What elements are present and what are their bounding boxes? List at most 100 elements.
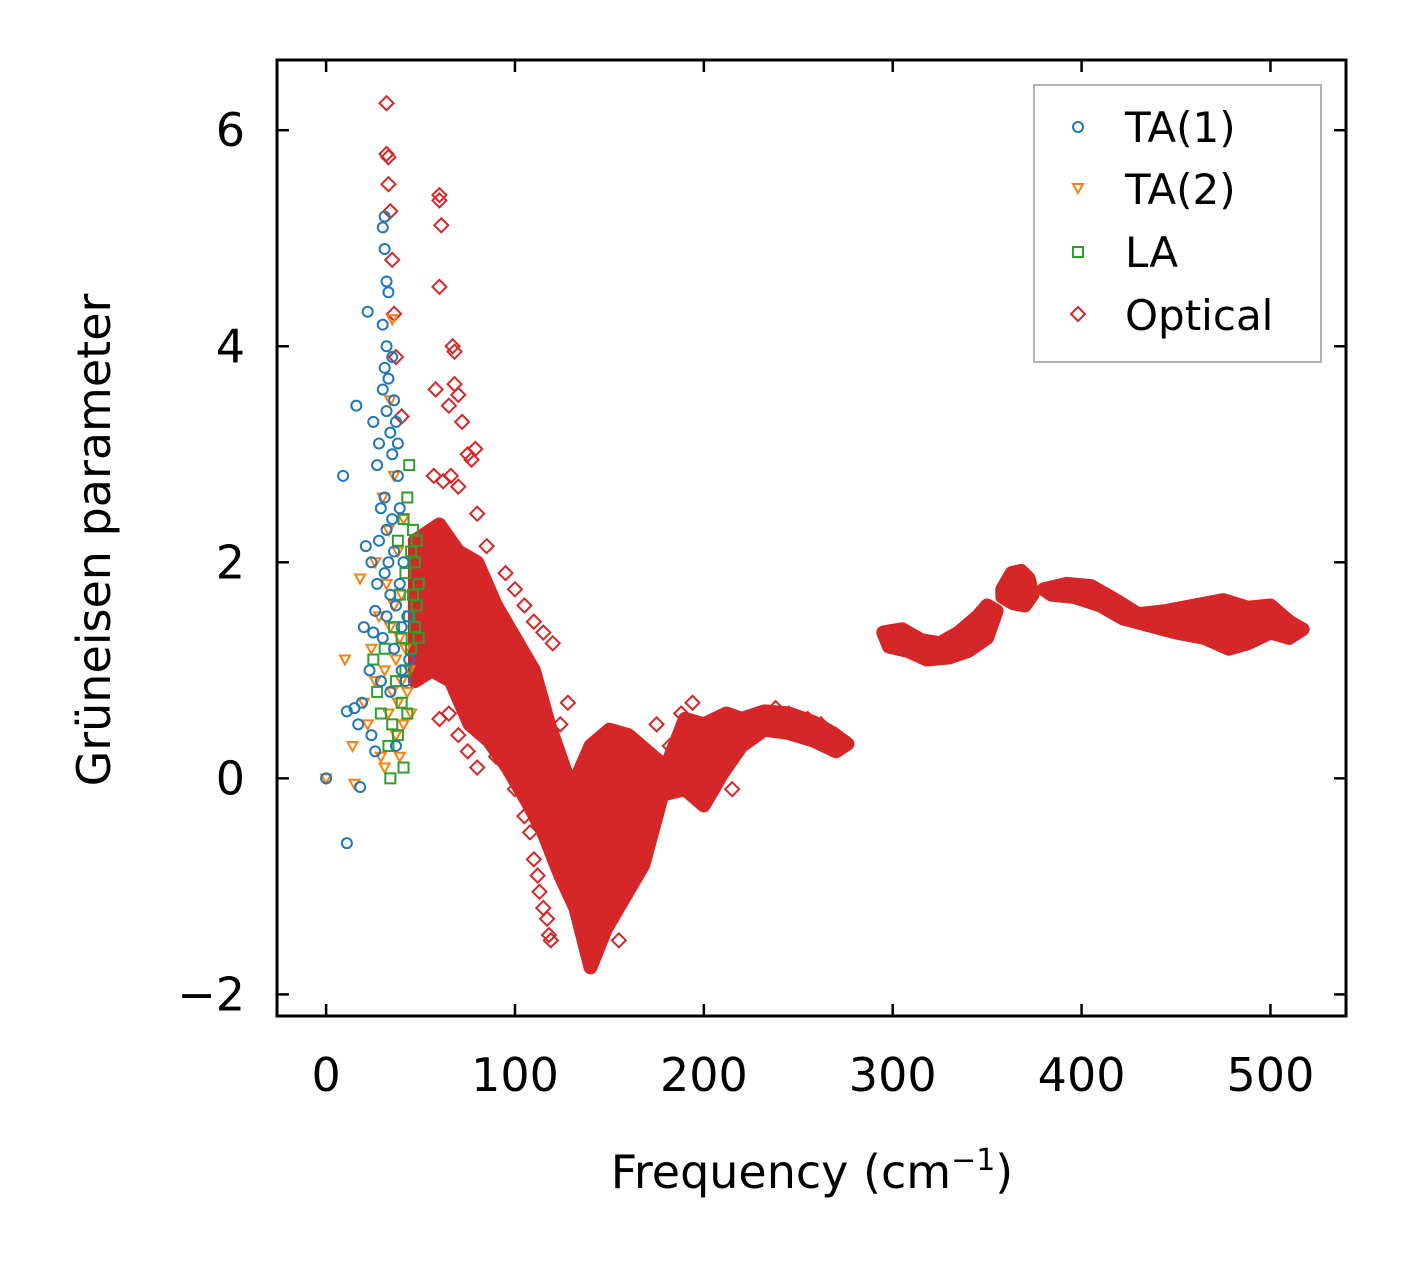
point-optical [684, 694, 701, 712]
point-optical [459, 742, 477, 760]
point-optical [425, 467, 443, 485]
point-optical [487, 748, 505, 766]
point-optical [525, 613, 543, 631]
point-la [397, 513, 410, 526]
point-ta1 [357, 621, 370, 634]
y-axis-label: Grüneisen parameter [67, 293, 121, 786]
point-optical [582, 845, 599, 863]
point-ta2 [393, 751, 407, 764]
point-optical [559, 694, 577, 712]
point-ta1 [352, 718, 365, 731]
point-optical [380, 175, 397, 193]
point-ta2 [345, 740, 360, 754]
point-optical [780, 705, 798, 722]
legend-marker-ta1 [1072, 121, 1084, 133]
point-optical [695, 748, 713, 766]
point-ta1 [376, 221, 389, 234]
point-optical [531, 883, 548, 901]
point-optical [440, 705, 458, 722]
legend-marker-ta2 [1071, 183, 1085, 196]
point-optical [619, 813, 637, 830]
point-ta1 [365, 729, 378, 742]
point-ta1 [369, 604, 382, 617]
point-optical [440, 397, 458, 415]
point-ta1 [378, 243, 391, 256]
point-optical [672, 705, 690, 722]
point-ta1 [363, 664, 376, 677]
legend: TA(1) TA(2) LA Optical [1033, 84, 1322, 363]
point-ta1 [388, 545, 401, 558]
point-la [374, 707, 387, 720]
point-ta1 [380, 275, 393, 288]
point-optical [378, 94, 395, 112]
point-ta2 [385, 314, 399, 327]
axis-ticks: 0 100 200 300 400 500 −2 0 2 4 6 [177, 60, 1346, 1102]
point-optical [799, 710, 817, 728]
point-la [371, 685, 384, 698]
point-ta1 [374, 675, 387, 688]
point-optical [449, 386, 467, 404]
legend-marker-la [1072, 246, 1084, 258]
point-ta1 [376, 383, 389, 396]
point-ta1 [374, 502, 387, 515]
point-ta1 [359, 540, 372, 553]
point-optical [736, 732, 754, 749]
optical-dense-band [1036, 576, 1310, 656]
x-tick-label: 500 [1227, 1048, 1315, 1102]
point-optical [453, 413, 471, 431]
point-ta1 [361, 305, 374, 318]
optical-dense-band [876, 598, 1004, 667]
point-ta1 [393, 577, 406, 590]
point-optical [431, 278, 448, 296]
point-optical [544, 634, 562, 652]
point-optical [431, 186, 448, 204]
y-tick-label: 4 [216, 319, 245, 373]
point-optical [600, 899, 618, 917]
point-ta1 [369, 745, 382, 758]
point-ta2 [389, 654, 403, 667]
point-ta1 [391, 437, 404, 450]
point-ta1 [386, 513, 399, 526]
point-la [401, 707, 414, 720]
point-ta1 [395, 664, 408, 677]
point-optical [714, 764, 732, 782]
point-ta1 [372, 534, 385, 547]
point-ta1 [382, 286, 395, 299]
point-la [382, 739, 395, 752]
point-ta1 [378, 491, 391, 504]
point-optical [661, 737, 679, 755]
point-ta1 [389, 739, 402, 752]
point-ta1 [380, 610, 393, 623]
point-ta2 [364, 643, 379, 656]
point-ta2 [383, 622, 398, 635]
point-la [399, 567, 412, 580]
point-optical [497, 564, 514, 582]
point-ta1 [378, 210, 391, 223]
point-optical [449, 726, 467, 744]
point-ta1 [403, 653, 416, 666]
legend-label-optical: Optical [1125, 291, 1273, 340]
point-ta1 [367, 626, 380, 639]
point-ta1 [371, 577, 384, 590]
point-la [367, 653, 380, 666]
point-ta1 [393, 502, 406, 515]
point-ta1 [340, 837, 353, 850]
x-axis-label: Frequency (cm−1) [611, 1143, 1014, 1199]
point-la [410, 599, 423, 612]
x-tick-label: 300 [849, 1048, 937, 1102]
point-ta1 [380, 405, 393, 418]
point-ta2 [377, 762, 392, 775]
point-optical [752, 705, 769, 722]
point-optical [704, 726, 722, 744]
data-points-layer [319, 94, 854, 949]
point-optical [466, 440, 484, 458]
point-ta1 [372, 437, 385, 450]
point-ta1 [384, 685, 397, 698]
point-ta1 [395, 621, 408, 634]
optical-dense-band [995, 563, 1040, 613]
point-ta1 [378, 567, 391, 580]
point-optical [723, 780, 741, 798]
point-optical [516, 807, 533, 825]
point-optical [551, 715, 569, 733]
